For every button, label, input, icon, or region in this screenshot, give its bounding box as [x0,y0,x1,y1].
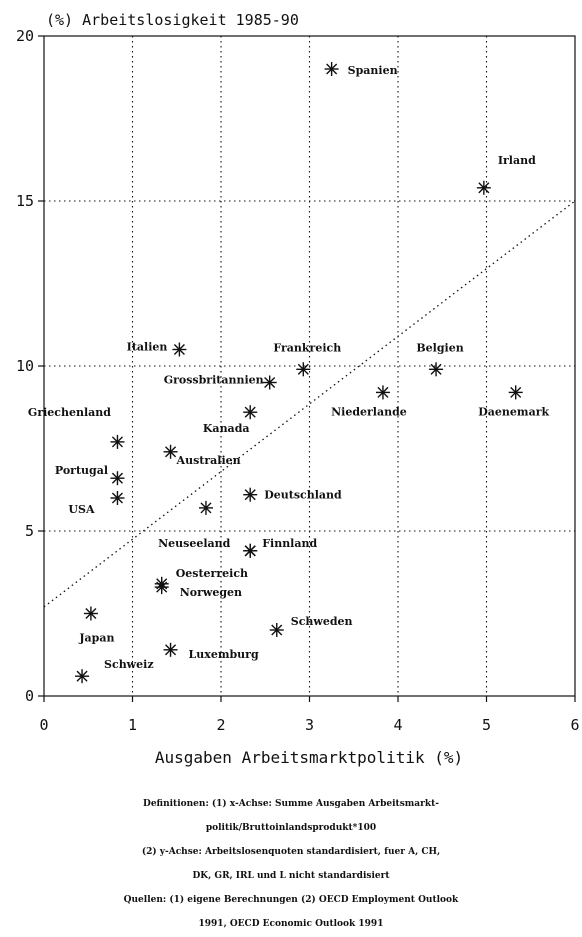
data-point [508,385,523,400]
data-points: Spanien Irland Italien Frankreich Belgien Gro… [28,62,549,684]
scatter-chart: (%) Arbeitslosigkeit 1985-90 0 5 10 15 20 0 1 2… [16,11,580,767]
asterisk-stroke [156,581,168,593]
point-label: Schweden [291,615,353,628]
asterisk-stroke [264,376,276,389]
x-tick-label: 6 [570,716,579,734]
asterisk-stroke [271,624,283,636]
point-label: Griechenland [28,406,111,419]
point-label: Neuseeland [158,537,231,550]
asterisk-stroke [430,363,442,375]
data-point [269,623,284,637]
asterisk-stroke [244,406,256,418]
asterisk-stroke [297,363,309,375]
point-label: Belgien [416,341,463,354]
data-point [110,434,125,449]
point-label: Japan [78,632,114,645]
footnote-line: 1991, OECD Economic Outlook 1991 [198,919,384,929]
point-label: Norwegen [180,586,242,599]
point-label: USA [68,503,95,516]
data-point [83,606,98,621]
data-point [262,375,277,390]
y-tick-label: 5 [25,522,34,540]
point-label: Grossbritannien [164,374,264,387]
data-point [163,444,178,459]
data-point [296,362,311,377]
point-label: Italien [127,341,168,354]
x-tick-label: 5 [482,716,491,734]
y-tick-label: 15 [16,192,34,210]
y-tick-label: 0 [25,687,34,705]
asterisk-stroke [326,63,338,75]
point-label: Schweiz [104,658,154,671]
footnote-line: politik/Bruttoinlandsprodukt*100 [205,823,377,833]
x-tick-label: 0 [39,716,48,734]
data-point [154,580,169,595]
asterisk-stroke [111,492,123,504]
data-point [110,471,125,486]
asterisk-stroke [111,472,123,484]
data-point [243,543,258,558]
point-label: Australien [176,454,241,467]
x-tick-label: 4 [393,716,402,734]
point-label: Oesterreich [176,567,248,580]
point-label: Niederlande [331,405,407,418]
data-point [163,642,178,657]
point-label: Portugal [55,464,108,477]
data-point [172,342,187,357]
data-point [243,487,258,502]
footnote-line: Definitionen: (1) x-Achse: Summe Ausgabe… [143,799,439,809]
asterisk-stroke [244,545,256,557]
x-tick-label: 2 [216,716,225,734]
asterisk-stroke [165,644,177,656]
y-tick-label: 20 [16,27,34,45]
point-label: Deutschland [264,489,342,502]
footnote-line: DK, GR, IRL und L nicht standardisiert [192,871,390,881]
point-label: Kanada [203,422,250,435]
asterisk-stroke [200,502,212,514]
point-label: Luxemburg [189,648,259,661]
data-point [198,500,213,515]
asterisk-stroke [173,343,185,356]
footnote-line: Quellen: (1) eigene Berechnungen (2) OEC… [123,895,459,905]
y-tick-label: 10 [16,357,34,375]
data-point [75,669,90,684]
data-point [429,362,444,377]
gridlines [44,36,575,696]
asterisk-stroke [111,436,123,448]
data-point [110,491,125,505]
chart-title: (%) Arbeitslosigkeit 1985-90 [46,11,299,29]
trend-line [43,200,576,608]
asterisk-stroke [510,386,522,398]
point-label: Frankreich [273,341,341,354]
asterisk-stroke [377,386,389,398]
x-tick-label: 1 [128,716,137,734]
asterisk-stroke [478,182,490,194]
point-label: Finnland [262,537,317,550]
asterisk-stroke [244,489,256,501]
asterisk-stroke [165,446,177,458]
footnote-line: (2) y-Achse: Arbeitslosenquoten standard… [141,847,441,857]
point-label: Irland [498,154,536,167]
footnotes: Definitionen: (1) x-Achse: Summe Ausgabe… [0,792,582,936]
point-label: Spanien [348,64,398,77]
asterisk-stroke [85,607,97,620]
point-label: Daenemark [478,405,549,418]
data-point [324,62,339,76]
data-point [243,405,258,420]
data-point [375,385,390,400]
asterisk-stroke [76,670,88,682]
x-tick-label: 3 [305,716,314,734]
data-point [476,180,491,195]
axes: 0 5 10 15 20 0 1 2 3 4 5 6 [16,27,580,734]
x-axis-label: Ausgaben Arbeitsmarktpolitik (%) [155,748,463,767]
